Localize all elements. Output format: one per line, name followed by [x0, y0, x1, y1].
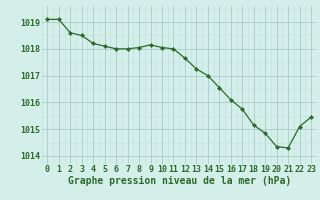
X-axis label: Graphe pression niveau de la mer (hPa): Graphe pression niveau de la mer (hPa)	[68, 176, 291, 186]
